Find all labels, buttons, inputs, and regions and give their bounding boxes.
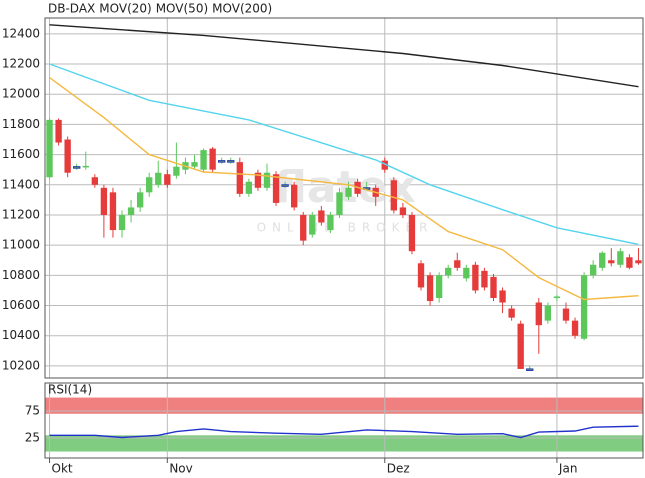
y-tick-label: 11800	[2, 117, 40, 131]
candle-body	[626, 257, 633, 268]
y-tick-label: 11200	[2, 207, 40, 221]
legend-entry: MOV(50)	[156, 2, 208, 16]
rsi-band	[45, 435, 643, 452]
y-tick-label: 11400	[2, 177, 40, 191]
candle-body	[472, 264, 479, 291]
candle-body	[580, 275, 588, 339]
candle-body	[91, 177, 99, 185]
y-tick-label: 25	[25, 431, 40, 445]
x-tick-label: Jan	[558, 462, 578, 476]
candle-body	[236, 162, 243, 194]
y-tick-label: 12000	[2, 87, 40, 101]
legend-entry: MOV(20)	[99, 2, 151, 16]
rsi-band	[45, 397, 643, 414]
candle-body	[173, 166, 180, 176]
candle-body	[254, 172, 262, 188]
candle-body	[64, 139, 71, 173]
candle-body	[146, 177, 153, 193]
candle-body	[55, 119, 62, 143]
ma-line	[49, 24, 639, 88]
candle-body	[544, 305, 552, 321]
candle-body	[272, 174, 280, 203]
y-tick-label: 10600	[2, 298, 40, 312]
candle-body	[245, 181, 253, 194]
candle-body	[526, 368, 534, 371]
candle-body	[562, 308, 570, 321]
plot-frame	[44, 382, 644, 459]
candle-body	[191, 162, 198, 167]
candle-body	[218, 160, 226, 163]
candle-body	[118, 214, 126, 231]
candle-body	[46, 119, 53, 178]
y-tick-label: 11000	[2, 238, 40, 252]
candle-body	[535, 302, 542, 326]
candle-body	[263, 172, 271, 188]
candle-body	[599, 252, 606, 268]
candle-body	[517, 323, 524, 369]
ma-line	[49, 63, 639, 246]
candle-body	[635, 260, 642, 264]
y-tick-label: 10800	[2, 268, 40, 282]
candle-body	[100, 187, 108, 215]
candle-body	[73, 166, 81, 169]
candle-body	[318, 210, 325, 223]
candle-body	[200, 150, 207, 170]
candle-body	[463, 267, 470, 279]
candle-body	[300, 214, 307, 241]
candle-body	[109, 192, 117, 231]
y-tick-label: 12200	[2, 57, 40, 71]
candle-body	[417, 263, 425, 288]
candle-body	[490, 276, 497, 298]
watermark: ONLINE BROKER	[257, 221, 434, 235]
x-tick-label: Dez	[387, 462, 410, 476]
candle-body	[499, 290, 506, 303]
candle-body	[127, 207, 135, 215]
candle-body	[445, 267, 452, 276]
candle-body	[589, 264, 597, 276]
candle-body	[281, 184, 289, 187]
candle-body	[399, 207, 407, 215]
candle-body	[481, 270, 488, 288]
candle-body	[155, 172, 162, 185]
candle-body	[617, 251, 624, 265]
y-tick-label: 10400	[2, 328, 40, 342]
chart-title: DB-DAX	[48, 2, 95, 16]
candle-body	[435, 275, 443, 298]
candle-body	[309, 214, 316, 235]
y-tick-label: 11600	[2, 147, 40, 161]
ma-line	[49, 77, 639, 301]
x-tick-label: Okt	[52, 462, 73, 476]
y-tick-label: 12400	[2, 26, 40, 40]
candle-body	[381, 160, 388, 170]
rsi-title: RSI(14)	[48, 383, 92, 397]
candle-body	[209, 148, 216, 170]
legend-entry: MOV(200)	[212, 2, 272, 16]
y-tick-label: 10200	[2, 358, 40, 372]
candle-body	[508, 308, 515, 318]
candle-body	[426, 275, 434, 302]
candle-body	[454, 260, 461, 268]
x-tick-label: Nov	[169, 462, 192, 476]
candle-body	[327, 214, 334, 231]
y-tick-label: 75	[25, 404, 40, 418]
candle-body	[290, 184, 298, 208]
candle-body	[390, 180, 398, 211]
candle-body	[408, 214, 416, 252]
ma-line	[49, 425, 639, 439]
plot-area	[45, 18, 643, 378]
candle-body	[227, 160, 235, 163]
candle-body	[608, 260, 615, 264]
candle-body	[336, 192, 343, 215]
candle-body	[553, 296, 561, 298]
candle-body	[136, 192, 144, 208]
plot-frame	[44, 17, 644, 379]
candle-body	[571, 320, 579, 336]
candle-body	[82, 165, 89, 168]
candle-body	[164, 174, 171, 185]
candle-body	[345, 187, 352, 197]
